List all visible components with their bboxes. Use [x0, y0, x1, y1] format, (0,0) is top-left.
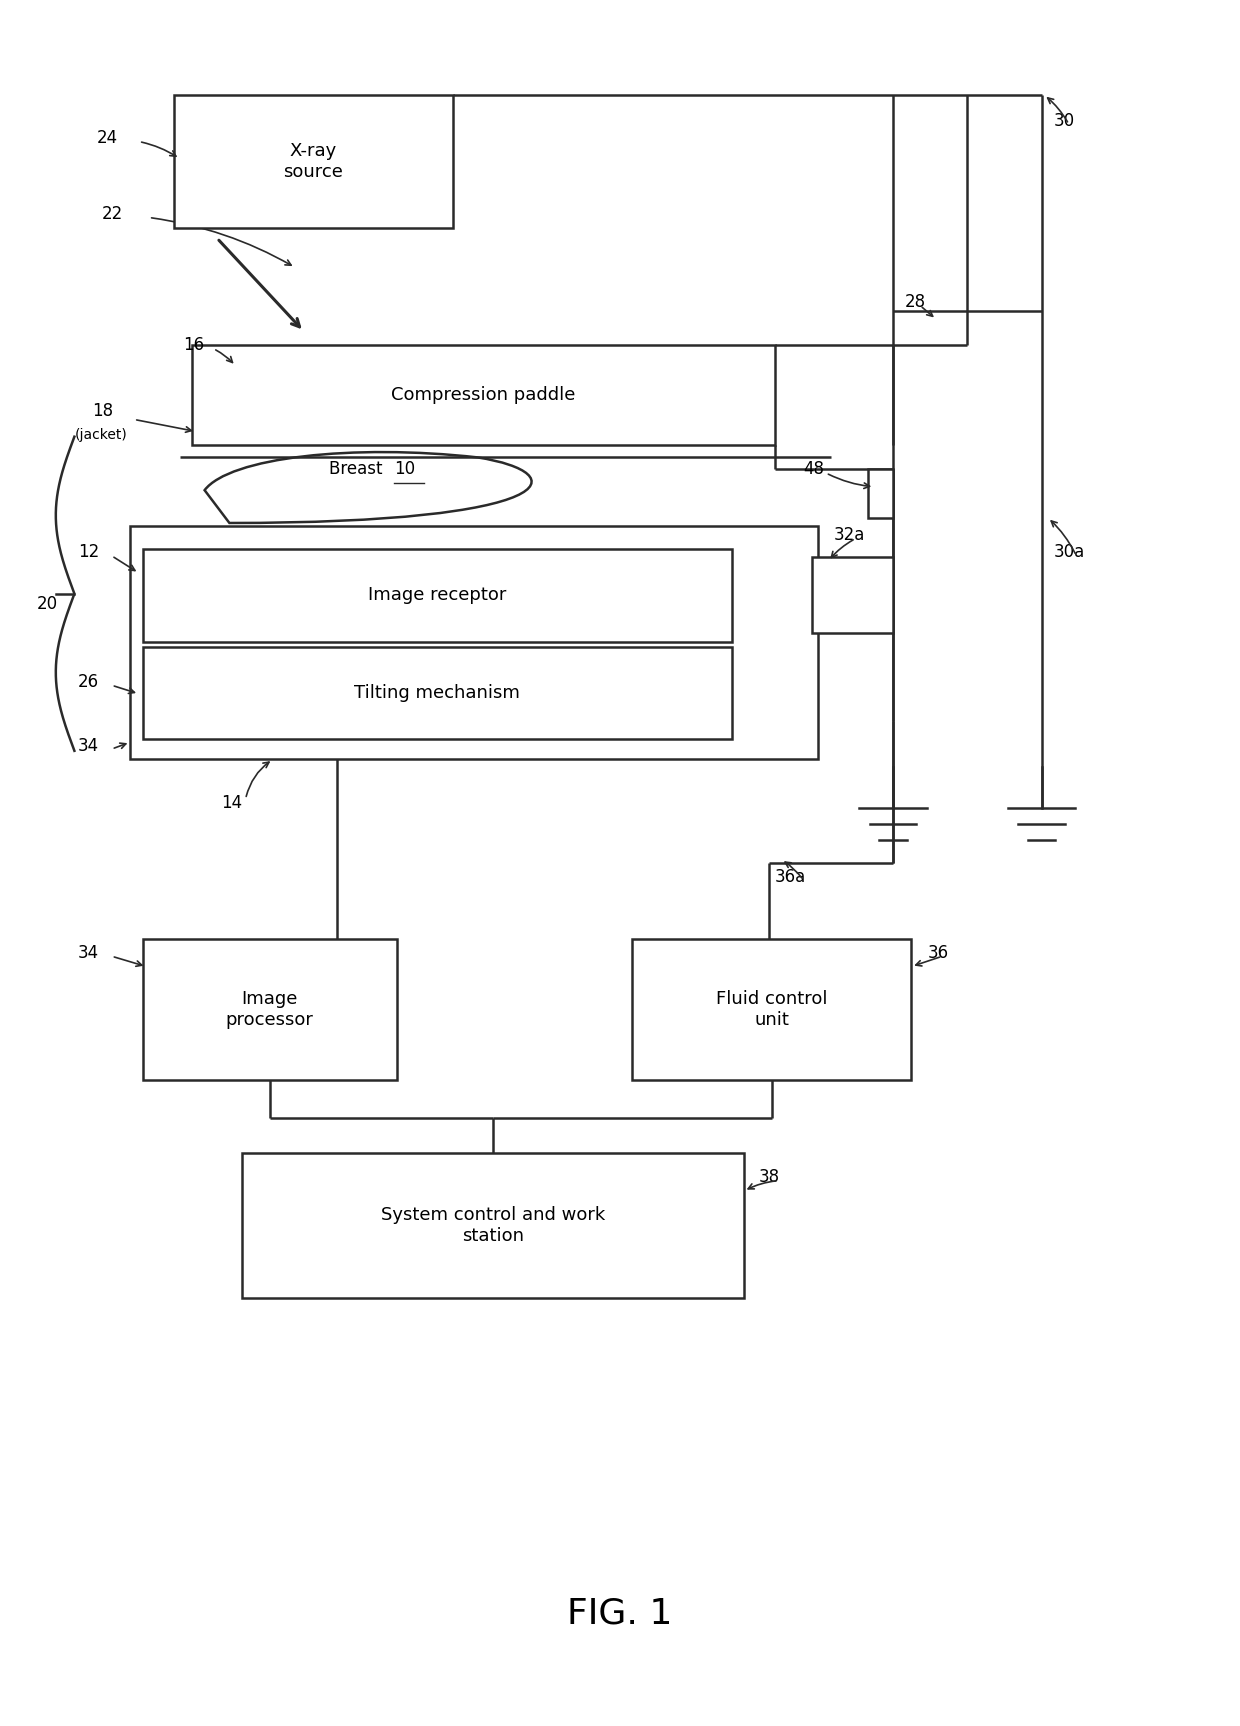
Text: 28: 28 — [905, 293, 926, 311]
Text: 24: 24 — [97, 129, 118, 147]
Text: 30a: 30a — [1054, 544, 1085, 561]
Text: 36: 36 — [928, 944, 949, 961]
Text: 20: 20 — [37, 595, 58, 613]
Bar — [174, 95, 453, 228]
Text: 12: 12 — [78, 544, 99, 561]
Bar — [143, 647, 732, 739]
Text: 30: 30 — [1054, 112, 1075, 129]
Bar — [192, 345, 775, 445]
Text: 14: 14 — [221, 794, 242, 811]
Bar — [632, 939, 911, 1080]
Text: 48: 48 — [804, 461, 825, 478]
Bar — [812, 557, 893, 633]
Bar — [868, 469, 893, 518]
Bar — [242, 1153, 744, 1298]
Text: FIG. 1: FIG. 1 — [568, 1597, 672, 1631]
Text: 18: 18 — [92, 402, 113, 419]
Text: Fluid control
unit: Fluid control unit — [717, 991, 827, 1029]
Text: Compression paddle: Compression paddle — [392, 387, 575, 404]
Text: Breast: Breast — [329, 461, 387, 478]
Text: 10: 10 — [394, 461, 415, 478]
Text: 26: 26 — [78, 673, 99, 690]
Text: 22: 22 — [102, 205, 123, 223]
Text: Image
processor: Image processor — [226, 991, 314, 1029]
Text: Tilting mechanism: Tilting mechanism — [355, 683, 520, 702]
Text: 34: 34 — [78, 737, 99, 754]
Bar — [143, 549, 732, 642]
Text: X-ray
source: X-ray source — [283, 142, 343, 181]
Bar — [143, 939, 397, 1080]
Text: 36a: 36a — [775, 868, 806, 885]
Text: System control and work
station: System control and work station — [381, 1206, 605, 1244]
Text: Image receptor: Image receptor — [368, 587, 506, 604]
Text: 16: 16 — [184, 337, 205, 354]
Text: 34: 34 — [78, 944, 99, 961]
Text: 32a: 32a — [833, 526, 864, 544]
Text: (jacket): (jacket) — [74, 428, 128, 442]
Bar — [130, 526, 818, 759]
Text: 38: 38 — [759, 1169, 780, 1186]
